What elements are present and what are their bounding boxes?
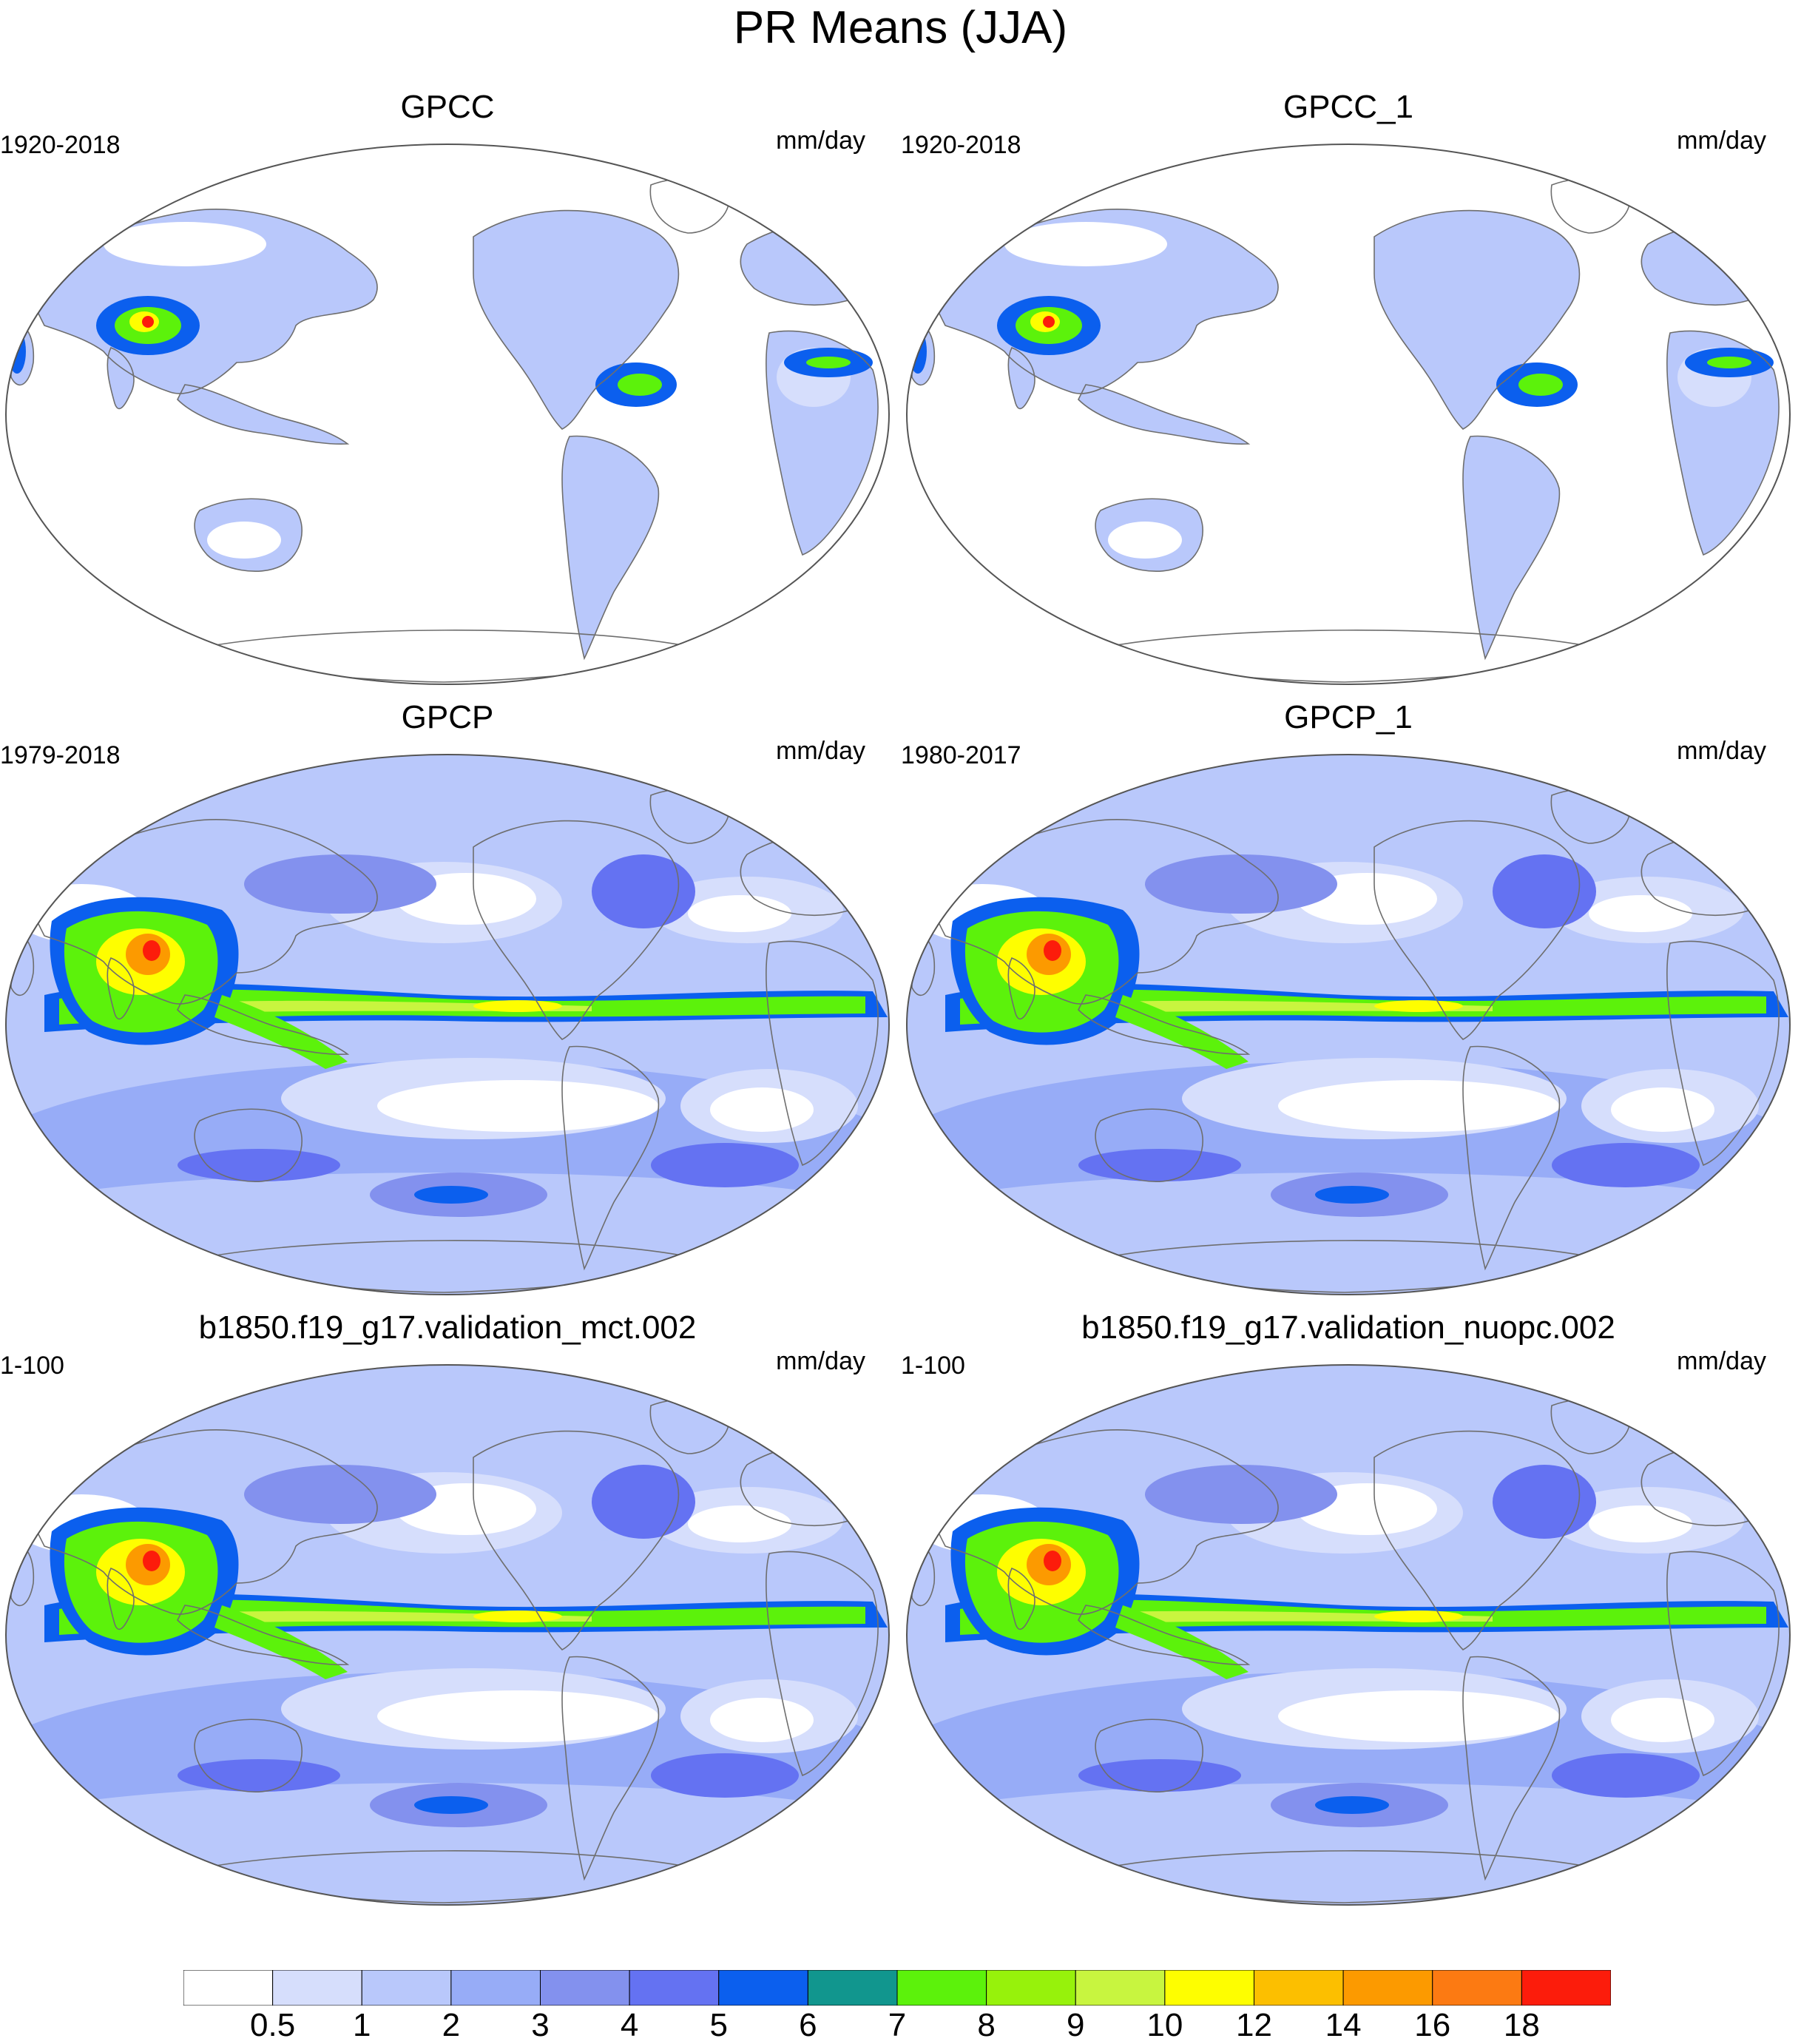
map-panel: GPCP_1 1980-2017 mm/day: [901, 699, 1796, 1306]
panel-title: b1850.f19_g17.validation_nuopc.002: [1081, 1309, 1615, 1346]
panel-years: 1-100: [901, 1352, 965, 1380]
map-frame: [5, 754, 890, 1295]
colorbar-box: [272, 1970, 362, 2006]
colorbar-tick-label: 5: [709, 2007, 728, 2043]
colorbar-tick-label: 16: [1414, 2007, 1451, 2043]
colorbar-tick-label: 7: [888, 2007, 907, 2043]
precip-field: [6, 1365, 889, 1905]
map-frame: [906, 754, 1791, 1295]
panel-years: 1980-2017: [901, 741, 1021, 769]
map-frame: [5, 1364, 890, 1906]
colorbar-box: [807, 1970, 898, 2006]
colorbar-tick-label: 14: [1325, 2007, 1362, 2043]
panel-years: 1979-2018: [0, 741, 121, 769]
figure-title: PR Means (JJA): [733, 2, 1068, 53]
colorbar-tick-label: 2: [442, 2007, 461, 2043]
map-frame: [906, 1364, 1791, 1906]
panel-units: mm/day: [1677, 737, 1766, 765]
colorbar-box: [1075, 1970, 1166, 2006]
colorbar-tick-label: 10: [1146, 2007, 1183, 2043]
panel-units: mm/day: [776, 737, 865, 765]
map-frame: [906, 144, 1791, 685]
colorbar-box: [896, 1970, 987, 2006]
precip-field: [6, 144, 889, 684]
panel-units: mm/day: [1677, 1347, 1766, 1375]
colorbar-box: [1521, 1970, 1611, 2006]
colorbar-box: [540, 1970, 630, 2006]
precip-map: [5, 1364, 890, 1906]
precip-field: [907, 1365, 1790, 1905]
colorbar-tick-label: 4: [620, 2007, 639, 2043]
colorbar-box: [629, 1970, 720, 2006]
precip-map: [5, 144, 890, 685]
panel-title: GPCP_1: [1284, 699, 1413, 735]
colorbar-box: [1342, 1970, 1433, 2006]
map-panel: GPCC_1 1920-2018 mm/day: [901, 89, 1796, 695]
colorbar-tick-label: 6: [799, 2007, 817, 2043]
map-panel: GPCC 1920-2018 mm/day: [0, 89, 895, 695]
precip-field: [6, 755, 889, 1295]
precip-map: [5, 754, 890, 1295]
colorbar-box: [183, 1970, 274, 2006]
precip-field: [907, 144, 1790, 684]
panel-title: b1850.f19_g17.validation_mct.002: [198, 1309, 697, 1346]
panel-years: 1920-2018: [0, 131, 121, 159]
panel-units: mm/day: [1677, 127, 1766, 155]
panel-title: GPCC: [400, 89, 495, 125]
colorbar-box: [1432, 1970, 1522, 2006]
colorbar-box: [986, 1970, 1076, 2006]
map-panel: b1850.f19_g17.validation_nuopc.002 1-100 m…: [901, 1309, 1796, 1916]
map-panel: GPCP 1979-2018 mm/day: [0, 699, 895, 1306]
map-frame: [5, 144, 890, 685]
panel-title: GPCP: [401, 699, 494, 735]
map-panel: b1850.f19_g17.validation_mct.002 1-100 mm/…: [0, 1309, 895, 1916]
panel-title: GPCC_1: [1283, 89, 1414, 125]
colorbar: [183, 1970, 1611, 2006]
colorbar-box: [450, 1970, 541, 2006]
colorbar-box: [1164, 1970, 1254, 2006]
colorbar-tick-label: 0.5: [250, 2007, 296, 2043]
colorbar-box: [361, 1970, 452, 2006]
precip-map: [906, 1364, 1791, 1906]
colorbar-tick-label: 1: [353, 2007, 371, 2043]
colorbar-box: [1254, 1970, 1344, 2006]
colorbar-tick-label: 3: [531, 2007, 550, 2043]
precip-field: [907, 755, 1790, 1295]
colorbar-tick-label: 18: [1503, 2007, 1540, 2043]
precip-map: [906, 144, 1791, 685]
colorbar-tick-label: 9: [1067, 2007, 1085, 2043]
colorbar-labels: 0.5 1 2 3 4 5 6 7 8 9 10 12 14 16 18: [0, 2007, 1801, 2044]
colorbar-box: [718, 1970, 808, 2006]
colorbar-tick-label: 12: [1236, 2007, 1272, 2043]
panel-years: 1-100: [0, 1352, 64, 1380]
panel-units: mm/day: [776, 1347, 865, 1375]
panel-units: mm/day: [776, 127, 865, 155]
precip-map: [906, 754, 1791, 1295]
panel-years: 1920-2018: [901, 131, 1021, 159]
colorbar-tick-label: 8: [977, 2007, 996, 2043]
